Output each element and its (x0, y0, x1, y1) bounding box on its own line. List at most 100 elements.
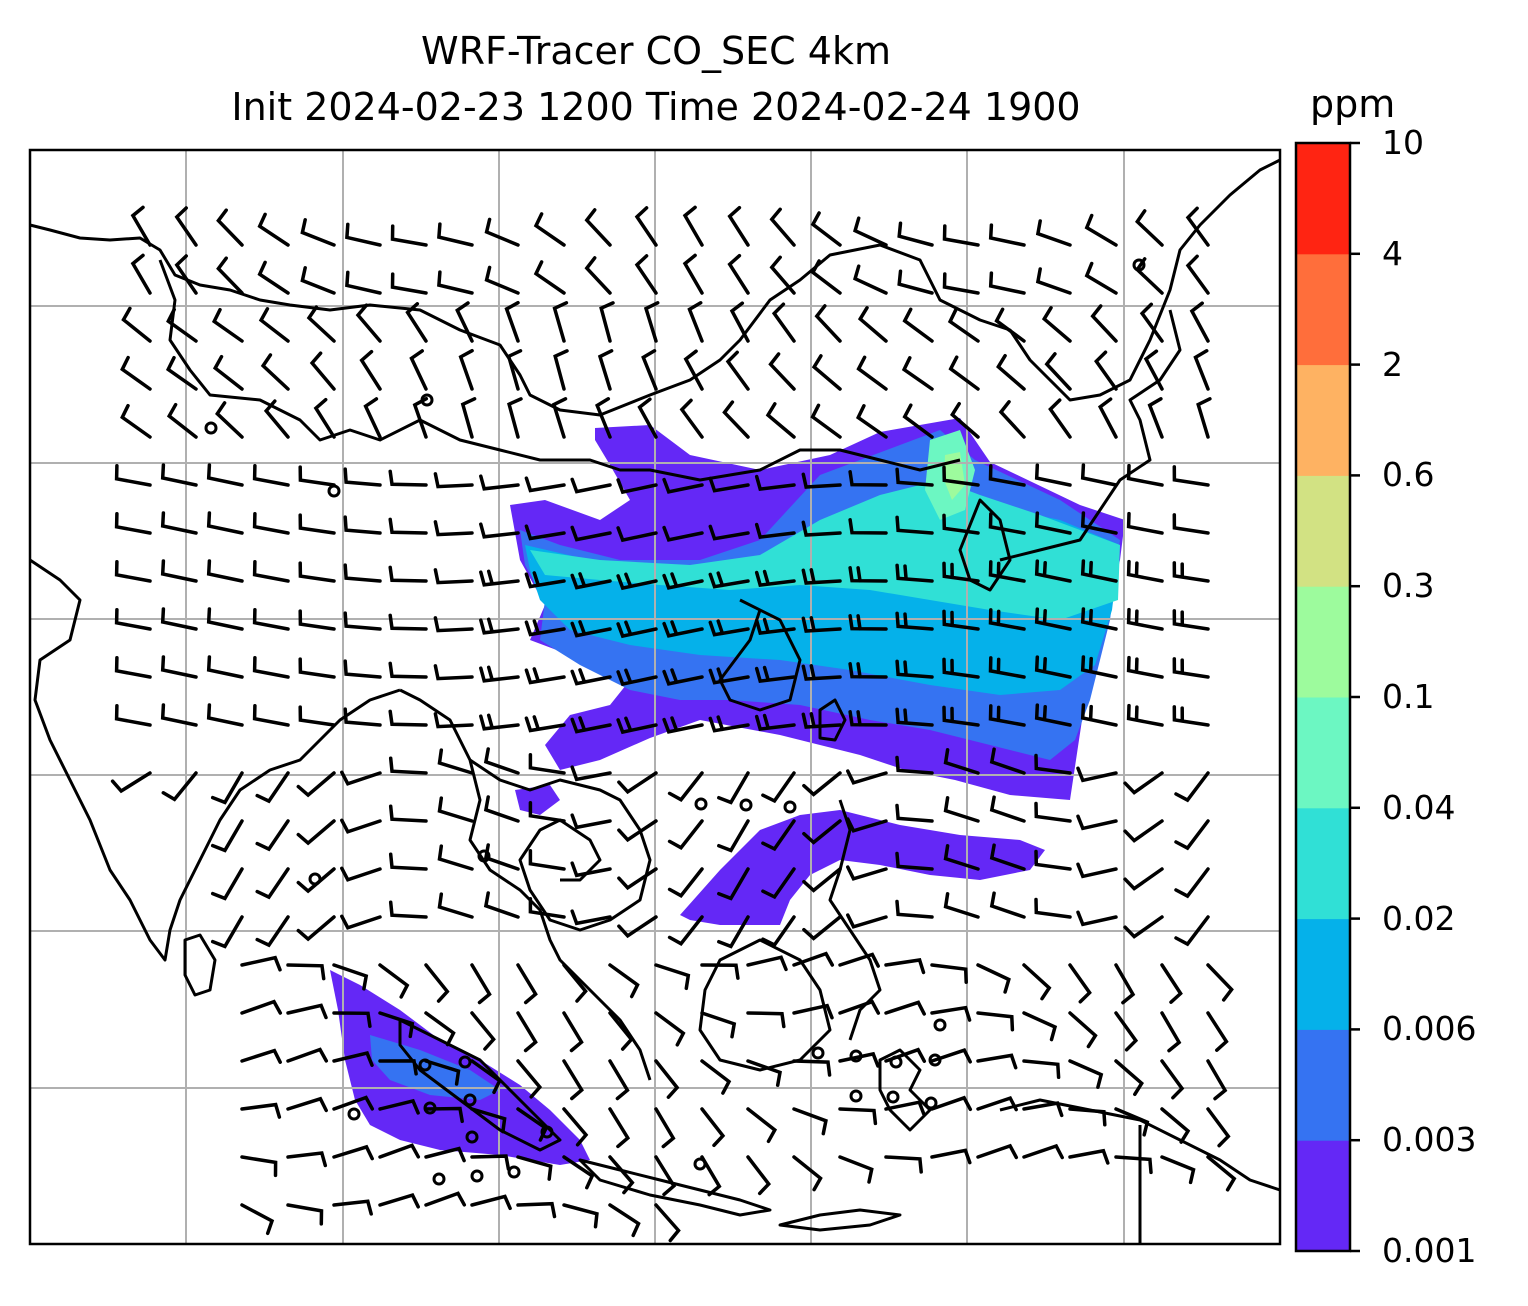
wind-barb (1114, 1059, 1144, 1097)
wind-barb (528, 849, 566, 871)
wind-barb (608, 1203, 641, 1238)
wind-barb (130, 205, 152, 247)
wind-barb (206, 463, 244, 487)
wind-barb (746, 1155, 772, 1196)
wind-barb (801, 520, 842, 537)
wind-barb (286, 1151, 328, 1168)
wind-barb (340, 770, 382, 786)
wind-barb (761, 915, 796, 948)
wind-barb (252, 463, 290, 487)
wind-barbs (110, 205, 1237, 1243)
wind-barb (884, 958, 926, 975)
wind-barb (662, 620, 704, 638)
wind-barb (424, 1191, 467, 1207)
wind-barb (792, 951, 835, 967)
wind-barb (801, 616, 842, 633)
wind-barb (455, 301, 474, 343)
wind-barb (1206, 1059, 1228, 1101)
wind-barb (584, 208, 612, 247)
wind-barb (388, 517, 428, 535)
wind-barb (252, 511, 290, 535)
wind-barb (754, 474, 796, 492)
wind-barb (479, 713, 520, 731)
new-guinea (999, 1098, 1281, 1192)
wind-barb (286, 1047, 329, 1063)
calm-wind-marker (886, 1090, 900, 1104)
wind-barb (296, 771, 336, 798)
wind-barb (667, 771, 704, 802)
wind-barb (516, 1011, 538, 1053)
wind-barb (717, 819, 750, 853)
wind-barb (240, 999, 283, 1015)
wind-barb (562, 1203, 599, 1229)
wind-barb (608, 1107, 631, 1149)
wind-barb (424, 1059, 461, 1086)
wind-barb (988, 271, 1026, 295)
wind-barb (1172, 657, 1210, 679)
wind-barb (810, 211, 842, 247)
wind-barb (343, 515, 382, 535)
wind-barb (160, 607, 198, 631)
wind-barb (298, 465, 336, 487)
colorbar-swatch (1296, 697, 1350, 809)
wind-barb (884, 1155, 923, 1174)
wind-barb (942, 609, 980, 631)
wind-barb (895, 611, 934, 631)
wind-barb (1174, 771, 1210, 803)
wind-barb (996, 353, 1026, 391)
wind-barb (802, 771, 842, 797)
wind-barb (206, 559, 244, 583)
coastline-asia-north (29, 158, 1281, 417)
wind-barb (814, 304, 842, 343)
wind-barb (562, 1107, 589, 1147)
wind-barb (255, 867, 290, 900)
taiwan (818, 698, 847, 742)
wind-barb (252, 655, 290, 679)
wind-barb (599, 301, 615, 343)
timor (778, 1208, 902, 1232)
wind-barb (1068, 1107, 1107, 1127)
wind-barb (240, 1155, 278, 1178)
colorbar-swatch (1296, 918, 1350, 1030)
calm-wind-marker (889, 1055, 903, 1069)
wind-barb (848, 470, 888, 487)
wind-barb (848, 566, 888, 583)
wind-barb (174, 206, 198, 247)
calm-wind-marker (432, 1172, 446, 1186)
wind-barb (255, 819, 290, 852)
wind-barb (1048, 398, 1072, 439)
wind-barb (792, 1059, 832, 1077)
wind-barb (846, 769, 888, 785)
wind-barb (388, 709, 428, 727)
wind-barb (942, 513, 980, 535)
wind-barb (662, 668, 704, 686)
wind-barb (483, 843, 520, 871)
wind-barb (507, 397, 523, 439)
wind-barb (479, 665, 520, 683)
wind-barb (378, 963, 410, 999)
wind-barb (1143, 349, 1164, 391)
wind-barb (708, 619, 750, 637)
wind-barb (942, 224, 980, 247)
wind-barb (769, 255, 796, 295)
wind-barb (260, 353, 290, 391)
wind-barb (848, 662, 888, 679)
colorbar-units: ppm (1310, 82, 1396, 126)
wind-barb (160, 511, 198, 535)
wind-barb (810, 259, 842, 295)
wind-barb (433, 664, 474, 681)
map-panel (28, 148, 1282, 1246)
wind-barb (988, 560, 1026, 583)
map-title-line1: WRF-Tracer CO_SEC 4km (421, 29, 891, 73)
wind-barb (1034, 511, 1072, 535)
colorbar (1294, 141, 1360, 1253)
wind-barb (754, 665, 796, 684)
wind-barb (595, 397, 612, 439)
wind-barb (210, 915, 244, 949)
calm-wind-marker (470, 1169, 484, 1183)
wind-barb (298, 609, 336, 631)
border-1 (158, 259, 961, 482)
wind-barb (300, 266, 336, 295)
wind-barb (110, 771, 152, 794)
wind-barb (340, 914, 382, 930)
